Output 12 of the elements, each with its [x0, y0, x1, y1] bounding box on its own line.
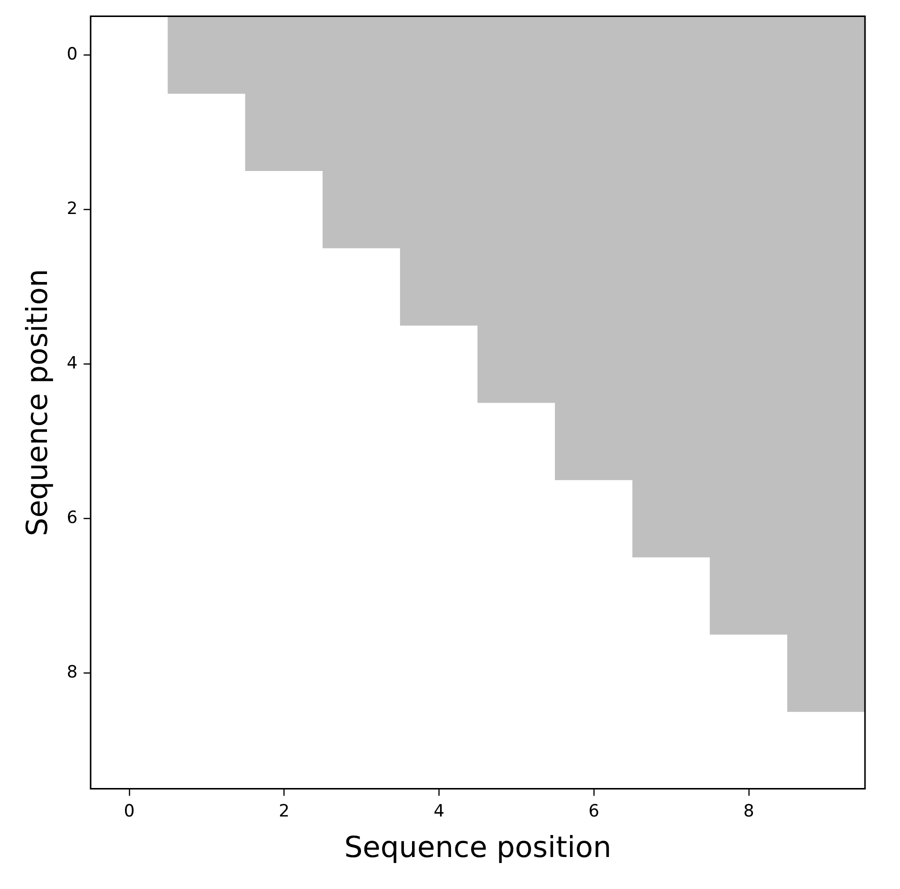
x-tick-label: 4 [434, 801, 445, 822]
x-tick-label: 0 [124, 801, 135, 822]
x-tick-label: 6 [588, 801, 600, 822]
x-tick-label: 8 [743, 801, 754, 822]
y-tick-label: 0 [66, 44, 78, 64]
y-tick-label: 2 [66, 198, 78, 219]
x-tick-label: 2 [278, 801, 290, 822]
y-tick-label: 8 [66, 662, 78, 682]
y-tick-label: 6 [66, 508, 78, 528]
y-axis-title: Sequence position [20, 268, 54, 536]
y-tick-label: 4 [66, 353, 78, 374]
x-axis-title: Sequence position [344, 830, 612, 864]
